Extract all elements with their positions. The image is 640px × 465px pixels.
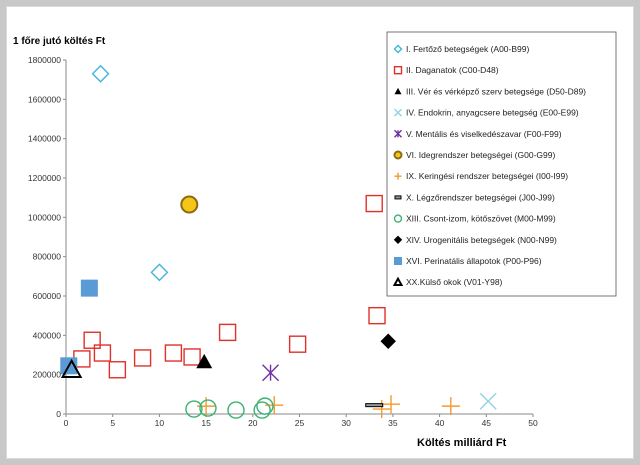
- data-point-series-9: [199, 399, 217, 417]
- x-tick-labels: 0 5 10 15 20 25 30 35 40 45 50: [64, 414, 538, 428]
- data-point-series-11: [80, 279, 98, 297]
- y-tick-label: 400000: [33, 330, 62, 340]
- y-tick-label: 0: [56, 409, 61, 419]
- data-point-series-6: [180, 195, 199, 214]
- data-point-series-2: [288, 335, 307, 353]
- x-tick-label: 15: [201, 418, 211, 428]
- legend-entry-4: IV. Endokrin, anyagcsere betegség (E00-E…: [406, 108, 579, 118]
- data-point-series-1: [91, 64, 110, 83]
- data-point-series-9: [227, 401, 245, 419]
- y-tick-label: 600000: [33, 291, 62, 301]
- legend-marker-3: [394, 87, 402, 95]
- data-point-series-8: [365, 403, 384, 408]
- y-tick-label: 800000: [33, 252, 62, 262]
- legend-marker-12: [392, 276, 404, 286]
- y-tick-label: 1200000: [28, 173, 61, 183]
- y-tick-label: 1600000: [28, 94, 61, 104]
- legend-entry-7: IX. Keringési rendszer betegségei (I00-I…: [406, 171, 568, 181]
- y-axis-title: 1 főre jutó költés Ft: [13, 36, 106, 47]
- x-tick-label: 20: [248, 418, 258, 428]
- x-tick-label: 30: [341, 418, 351, 428]
- y-tick-labels: 0 200000 400000 600000 800000 1000000 1200000 1…: [28, 55, 66, 419]
- legend-entry-1: I. Fertőző betegségek (A00-B99): [406, 44, 529, 54]
- legend-entry-6: VI. Idegrendszer betegségei (G00-G99): [406, 150, 555, 160]
- data-point-series-7: [372, 400, 391, 419]
- legend-marker-4: [394, 108, 402, 117]
- data-point-series-10: [380, 333, 396, 349]
- legend-entry-9: XIII. Csont-izom, kötőszövet (M00-M99): [406, 214, 556, 224]
- y-tick-label: 1400000: [28, 134, 61, 144]
- data-point-series-7: [382, 395, 401, 414]
- legend-marker-6: [393, 150, 403, 160]
- legend-marker-5: [394, 129, 402, 138]
- data-point-series-5: [262, 364, 280, 382]
- data-point-series-2: [183, 348, 201, 366]
- x-tick-label: 35: [388, 418, 398, 428]
- legend-marker-10: [393, 235, 403, 245]
- x-tick-label: 0: [64, 418, 69, 428]
- legend-marker-8: [394, 195, 402, 200]
- x-tick-label: 25: [295, 418, 305, 428]
- data-point-series-1: [150, 263, 169, 282]
- legend-marker-7: [394, 172, 402, 180]
- data-point-series-7: [441, 397, 460, 416]
- x-tick-label: 50: [528, 418, 538, 428]
- data-point-series-2: [218, 323, 237, 342]
- data-point-series-2: [93, 344, 112, 362]
- legend-entry-11: XVI. Perinatális állapotok (P00-P96): [406, 256, 542, 266]
- x-tick-label: 10: [155, 418, 165, 428]
- data-point-series-2: [83, 331, 101, 349]
- data-point-series-9: [256, 397, 274, 415]
- data-point-series-12: [60, 358, 83, 378]
- data-point-series-2: [108, 361, 127, 379]
- data-point-series-2: [133, 349, 152, 367]
- x-tick-label: 5: [110, 418, 115, 428]
- data-points: [60, 64, 497, 419]
- data-point-series-9: [253, 401, 271, 419]
- legend-marker-2: [393, 66, 403, 75]
- legend-entry-5: V. Mentális és viselkedészavar (F00-F99): [406, 129, 562, 139]
- data-point-series-2: [164, 344, 183, 362]
- legend-entry-12: XX.Külső okok (V01-Y98): [406, 277, 503, 287]
- legend-marker-11: [394, 257, 402, 265]
- x-axis-title: Költés milliárd Ft: [417, 437, 507, 449]
- legend-marker-1: [393, 44, 403, 54]
- legend-entry-8: X. Légzőrendszer betegségei (J00-J99): [406, 192, 555, 202]
- chart-frame: 1 főre jutó költés Ft Költés milliárd Ft…: [6, 6, 634, 459]
- legend-entry-2: II. Daganatok (C00-D48): [406, 65, 499, 75]
- legend-marker-9: [393, 214, 403, 223]
- legend-box: [386, 31, 617, 297]
- data-point-series-4: [479, 392, 497, 410]
- x-tick-label: 45: [482, 418, 492, 428]
- y-tick-label: 200000: [33, 370, 62, 380]
- data-point-series-3: [196, 353, 213, 369]
- x-tick-label: 40: [435, 418, 445, 428]
- legend: I. Fertőző betegségek (A00-B99) II. Dagan…: [386, 31, 617, 297]
- legend-entry-3: III. Vér és vérképző szerv betegsége (D5…: [406, 86, 586, 96]
- scatter-chart: 1 főre jutó költés Ft Költés milliárd Ft…: [13, 31, 617, 449]
- legend-entry-10: XIV. Urogenitális betegségek (N00-N99): [406, 235, 557, 245]
- data-point-series-9: [185, 400, 203, 418]
- data-point-series-2: [365, 194, 383, 213]
- data-point-series-2: [368, 306, 386, 325]
- y-tick-label: 1000000: [28, 212, 61, 222]
- y-tick-label: 1800000: [28, 55, 61, 65]
